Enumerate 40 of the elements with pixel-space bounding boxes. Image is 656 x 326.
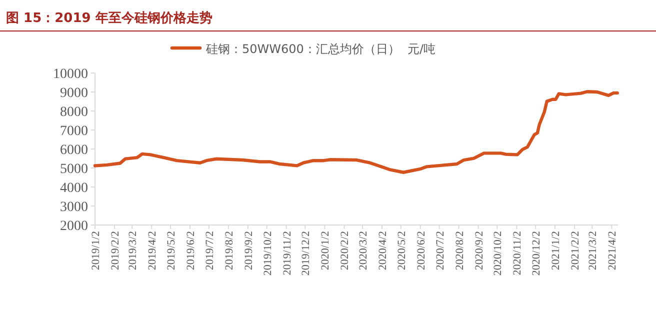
y-tick-label: 4000 [60,181,88,196]
legend-label: 硅钢：50WW600：汇总均价（日） 元/吨 [205,42,436,56]
x-tick-label: 2019/6/2 [185,231,198,270]
x-tick-label: 2019/2/2 [110,231,122,270]
y-tick-label: 6000 [60,143,88,158]
x-tick-label: 2019/4/2 [146,231,159,270]
x-tick-label: 2019/10/2 [262,231,274,276]
x-tick-label: 2020/11/2 [512,231,524,276]
y-tick-label: 7000 [60,124,88,139]
x-tick-label: 2020/2/2 [339,231,352,270]
x-tick-label: 2021/1/2 [550,231,562,270]
x-tick-label: 2020/3/2 [357,231,370,270]
y-tick-label: 10000 [53,67,88,82]
x-tick-label: 2019/3/2 [127,231,140,270]
x-tick-label: 2020/5/2 [396,231,408,270]
chart-title: 图 15：2019 年至今硅钢价格走势 [6,10,212,26]
y-tick-label: 2000 [60,219,88,234]
x-tick-label: 2019/1/2 [90,231,102,270]
x-tick-label: 2020/6/2 [415,231,428,270]
y-tick-label: 9000 [60,86,88,101]
x-tick-label: 2020/9/2 [473,231,486,270]
x-tick-label: 2021/4/2 [606,231,619,270]
y-tick-label: 8000 [60,105,88,120]
x-tick-label: 2021/2/2 [570,231,582,270]
x-tick-label: 2020/1/2 [320,231,332,270]
x-tick-label: 2019/8/2 [223,231,236,270]
x-tick-label: 2020/4/2 [376,231,389,270]
x-tick-label: 2020/12/2 [530,231,543,276]
y-tick-label: 3000 [60,200,88,215]
x-tick-label: 2019/5/2 [166,231,178,270]
y-tick-label: 5000 [60,162,88,177]
line-series [93,90,619,174]
x-tick-label: 2020/10/2 [492,231,504,276]
x-tick-label: 2019/7/2 [204,231,216,270]
x-tick-label: 2020/8/2 [454,231,466,270]
x-tick-label: 2020/7/2 [434,231,446,270]
x-tick-label: 2019/12/2 [300,231,312,276]
x-tick-label: 2019/9/2 [242,231,255,270]
x-tick-label: 2021/3/2 [587,231,600,270]
x-tick-label: 2019/11/2 [281,231,294,276]
